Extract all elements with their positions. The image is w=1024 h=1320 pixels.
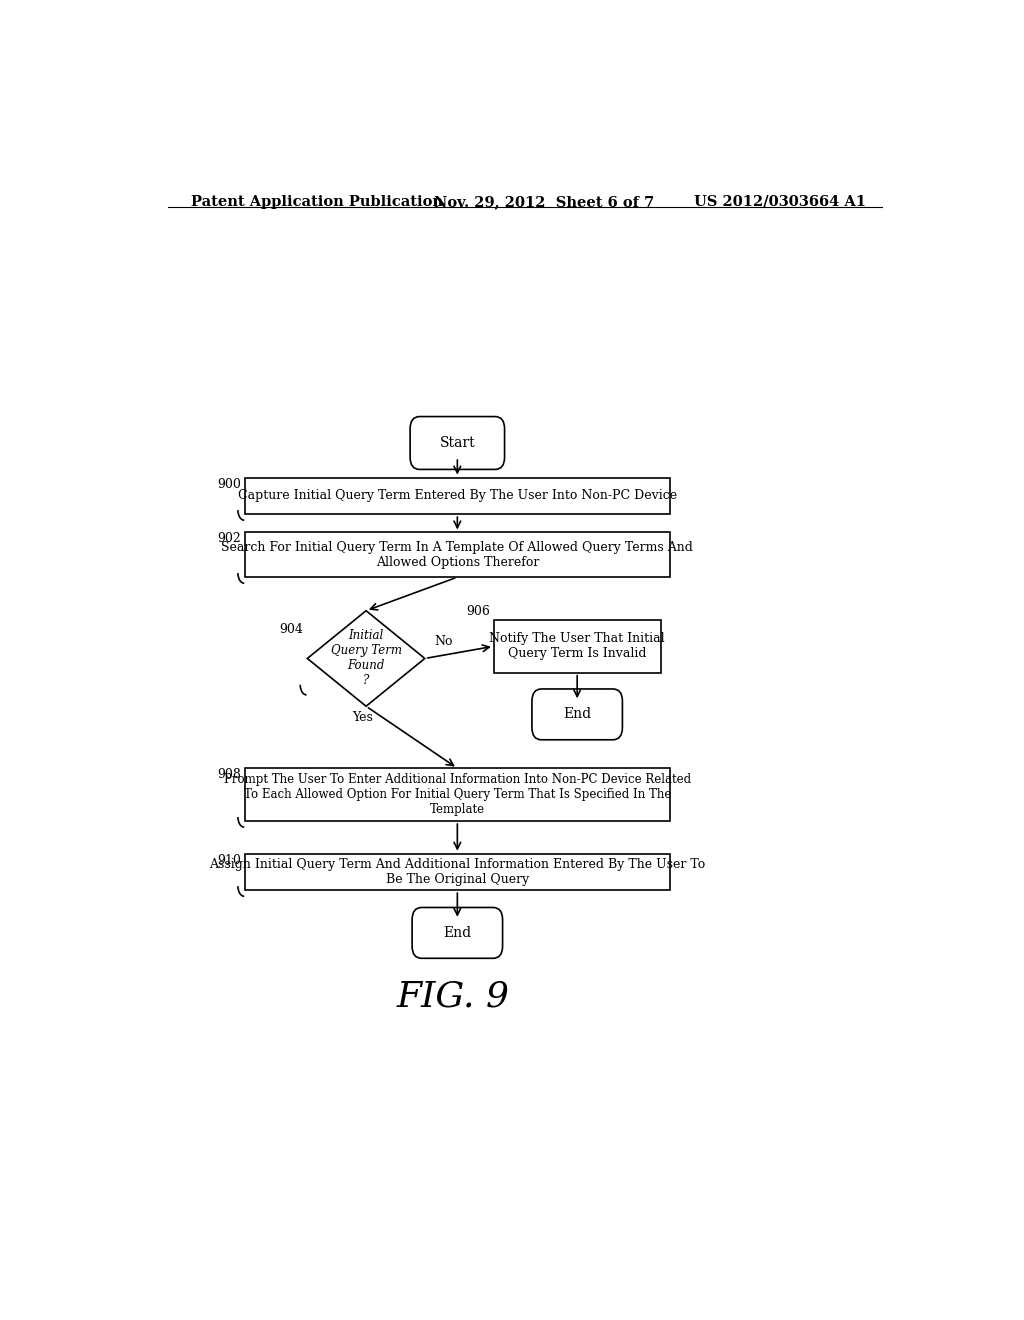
Text: Yes: Yes: [351, 711, 373, 725]
Text: No: No: [434, 635, 453, 648]
Text: End: End: [563, 708, 591, 721]
Text: 910: 910: [217, 854, 241, 867]
FancyBboxPatch shape: [411, 417, 505, 470]
Text: Start: Start: [439, 436, 475, 450]
Bar: [494, 620, 660, 673]
Text: Assign Initial Query Term And Additional Information Entered By The User To
Be T: Assign Initial Query Term And Additional…: [209, 858, 706, 886]
Bar: [245, 854, 670, 890]
FancyBboxPatch shape: [531, 689, 623, 739]
Text: Nov. 29, 2012  Sheet 6 of 7: Nov. 29, 2012 Sheet 6 of 7: [433, 195, 653, 209]
Text: Prompt The User To Enter Additional Information Into Non-PC Device Related
To Ea: Prompt The User To Enter Additional Info…: [224, 774, 691, 816]
Text: 908: 908: [217, 768, 241, 781]
FancyBboxPatch shape: [412, 907, 503, 958]
Text: 906: 906: [466, 605, 489, 618]
Polygon shape: [307, 611, 425, 706]
Text: End: End: [443, 925, 471, 940]
Text: US 2012/0303664 A1: US 2012/0303664 A1: [694, 195, 866, 209]
Text: Capture Initial Query Term Entered By The User Into Non-PC Device: Capture Initial Query Term Entered By Th…: [238, 490, 677, 503]
Text: 900: 900: [217, 478, 241, 491]
Text: FIG. 9: FIG. 9: [397, 979, 510, 1014]
Bar: [245, 532, 670, 577]
Text: Notify The User That Initial
Query Term Is Invalid: Notify The User That Initial Query Term …: [489, 632, 665, 660]
Bar: [245, 768, 670, 821]
Bar: [245, 478, 670, 515]
Text: 904: 904: [280, 623, 303, 636]
Text: 902: 902: [217, 532, 241, 545]
Text: Initial
Query Term
Found
?: Initial Query Term Found ?: [331, 630, 401, 688]
Text: Search For Initial Query Term In A Template Of Allowed Query Terms And
Allowed O: Search For Initial Query Term In A Templ…: [221, 541, 693, 569]
Text: Patent Application Publication: Patent Application Publication: [191, 195, 443, 209]
